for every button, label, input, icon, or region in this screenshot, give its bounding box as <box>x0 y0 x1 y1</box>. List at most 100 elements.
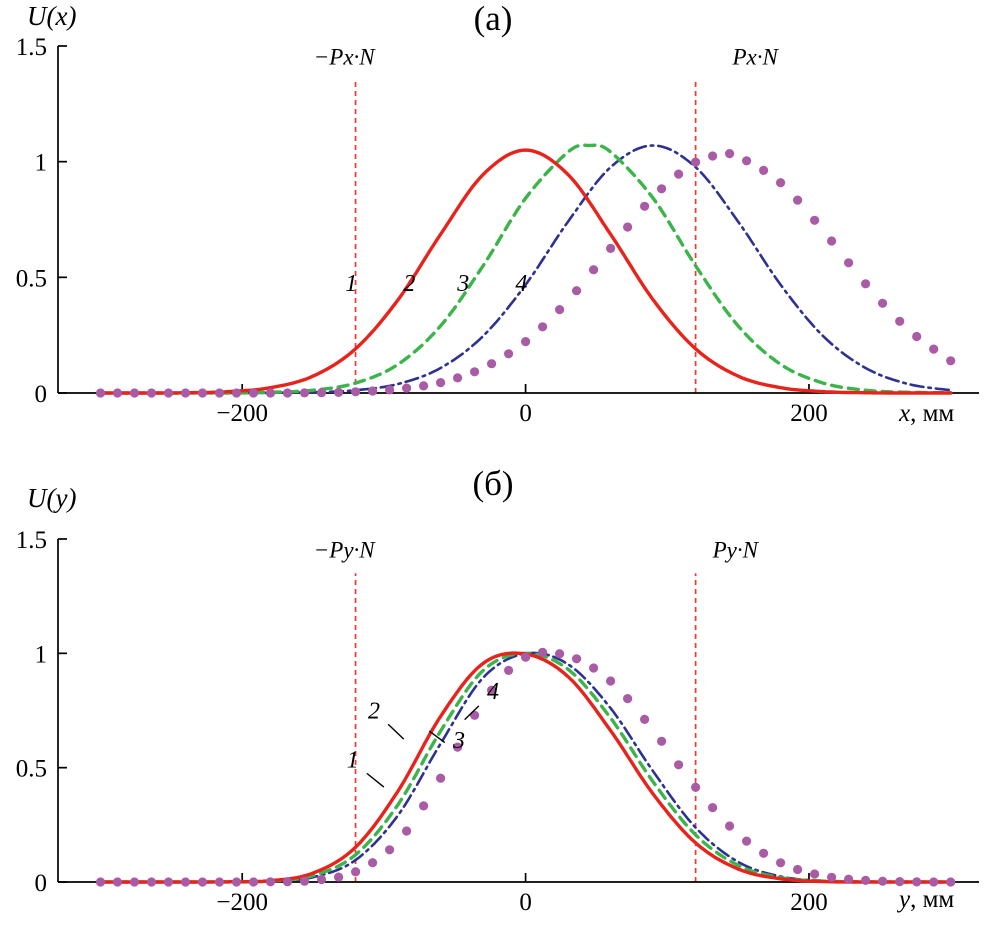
data-dot <box>708 151 718 161</box>
data-dot <box>112 388 123 398</box>
data-dot <box>538 647 548 657</box>
curve-label-1: 1 <box>347 748 359 774</box>
curve-label-4: 4 <box>487 679 499 705</box>
data-dot <box>231 388 242 398</box>
data-dot <box>844 874 854 884</box>
data-dot <box>793 195 803 205</box>
data-dot <box>214 877 225 887</box>
data-dot <box>351 387 361 397</box>
data-dot <box>912 877 922 887</box>
data-dot <box>929 877 939 887</box>
data-dot <box>878 876 888 886</box>
data-dot <box>521 652 531 662</box>
x-tick-label: 200 <box>790 400 828 427</box>
y-tick-label: 1.5 <box>16 34 47 61</box>
y-tick-label: 1 <box>35 150 48 177</box>
data-dot <box>197 388 208 398</box>
data-dot <box>538 322 548 332</box>
data-dot <box>708 803 718 813</box>
curve-label-leader <box>387 723 405 740</box>
data-dot <box>725 821 735 831</box>
vline-label: −Py·N <box>314 537 377 562</box>
data-dot <box>487 685 497 695</box>
data-dot <box>419 801 429 811</box>
curve-label-3: 3 <box>452 728 465 754</box>
data-dot <box>810 215 820 225</box>
data-dot <box>334 387 344 397</box>
data-dot <box>793 864 803 875</box>
data-dot <box>402 383 412 393</box>
data-dot <box>912 331 922 342</box>
data-dot <box>282 388 293 398</box>
panel-a-xlabel-var: x <box>899 400 911 427</box>
chart-panel-a: −Px·N Px·N −200 0 200 0 0.5 1 1.5 1 2 3 4 <box>16 34 979 427</box>
data-dot <box>674 760 684 770</box>
curve-label-2: 2 <box>403 271 415 297</box>
data-dot <box>436 773 446 783</box>
series-3-curve <box>99 144 952 395</box>
panel-b-title: (б) <box>472 464 514 503</box>
data-dot <box>810 869 820 879</box>
curve-label-2: 2 <box>368 699 380 725</box>
y-tick-label: 0.5 <box>16 265 47 292</box>
data-dot <box>861 279 871 289</box>
data-dot <box>946 356 956 366</box>
curve-label-1: 1 <box>345 271 357 297</box>
data-dot <box>589 663 599 673</box>
data-dot <box>248 877 259 887</box>
data-dot <box>640 714 650 724</box>
data-dot <box>385 385 395 395</box>
panel-b-xlabel-unit: , мм <box>910 886 955 913</box>
data-dot <box>402 826 412 836</box>
panel-b-xlabel-var: y <box>899 886 911 913</box>
data-dot <box>555 649 565 659</box>
vline-label: −Px·N <box>314 45 377 70</box>
data-dot <box>640 201 650 211</box>
data-dot <box>742 836 752 846</box>
x-tick-label: 0 <box>519 400 532 427</box>
curve-label-leader <box>428 730 446 744</box>
data-dot <box>163 388 174 398</box>
data-dot <box>844 258 854 268</box>
data-dot <box>572 654 582 664</box>
data-dot <box>265 388 276 398</box>
vline-label: Px·N <box>731 45 779 70</box>
vline-label: Py·N <box>712 537 760 562</box>
x-tick-label: −200 <box>216 889 268 916</box>
series-1-curve <box>98 651 953 884</box>
data-dot <box>453 742 463 752</box>
data-dot <box>606 243 616 253</box>
data-dot <box>95 388 106 398</box>
data-dot <box>623 694 633 704</box>
data-dot <box>487 359 497 369</box>
data-dot <box>163 877 174 887</box>
data-dot <box>861 875 871 885</box>
data-dot <box>691 782 701 792</box>
data-dot <box>572 286 582 296</box>
data-dot <box>895 877 905 887</box>
data-dot <box>606 676 616 686</box>
y-tick-label: 1 <box>35 641 48 668</box>
data-dot <box>368 858 378 868</box>
data-dot <box>827 872 837 882</box>
data-dot <box>146 388 157 398</box>
data-dot <box>946 877 956 887</box>
data-dot <box>214 388 225 398</box>
data-dot <box>827 236 837 246</box>
series-1-curve <box>98 148 953 395</box>
data-dot <box>129 877 140 887</box>
data-dot <box>282 877 293 887</box>
data-dot <box>129 388 140 398</box>
data-dot <box>248 388 259 398</box>
x-tick-label: 0 <box>519 889 532 916</box>
data-dot <box>742 156 752 166</box>
data-dot <box>555 305 565 315</box>
panel-b-xlabel: y, мм <box>899 887 954 913</box>
data-dot <box>470 367 480 377</box>
panel-b-ylabel: U(y) <box>27 483 77 513</box>
data-dot <box>521 337 531 347</box>
data-dot <box>589 265 599 275</box>
data-dot <box>657 736 667 746</box>
